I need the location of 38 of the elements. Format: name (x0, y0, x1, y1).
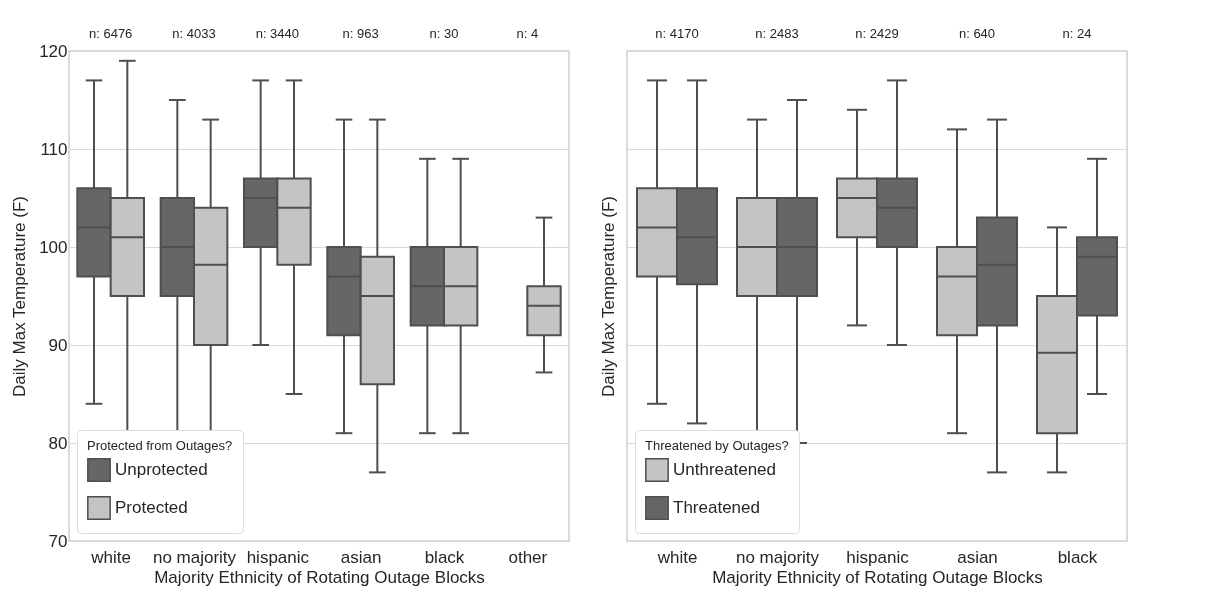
text: n: 30 (429, 26, 459, 41)
x-tick-label: black (424, 547, 465, 567)
legend-title: Protected from Outages? (87, 438, 233, 453)
x-axis-title: Majority Ethnicity of Rotating Outage Blocks (154, 567, 485, 587)
legend-label: Unthreatened (673, 460, 777, 479)
legend-label: Threatened (673, 498, 760, 517)
text: n: 3440 (255, 26, 300, 41)
y-axis-title: Daily Max Temperature (F) (598, 196, 618, 397)
y-tick-label: 90 (48, 335, 68, 355)
x-tick-label: asian (340, 547, 382, 567)
text: n: 2483 (755, 26, 799, 41)
x-tick-label: other (508, 547, 548, 567)
y-axis-title: Daily Max Temperature (F) (10, 196, 30, 397)
x-tick-label: asian (957, 547, 998, 567)
text: n: 4170 (655, 26, 699, 41)
y-tick-label: 120 (39, 41, 68, 61)
x-tick-label: white (90, 547, 132, 567)
text: n: 24 (1062, 26, 1092, 41)
x-tick-label: hispanic (246, 547, 310, 567)
text: n: 640 (958, 26, 996, 41)
x-tick-label: white (656, 547, 698, 567)
text: n: 4033 (172, 26, 216, 41)
x-tick-label: hispanic (846, 547, 910, 567)
text: n: 4 (516, 26, 539, 41)
y-tick-label: 80 (48, 433, 68, 453)
legend-label: Unprotected (115, 460, 208, 479)
x-axis-title: Majority Ethnicity of Rotating Outage Blocks (712, 567, 1043, 587)
text: n: 2429 (855, 26, 899, 41)
y-tick-label: 70 (48, 531, 68, 551)
x-tick-label: black (1057, 547, 1098, 567)
text: n: 963 (342, 26, 379, 41)
text: n: 6476 (88, 26, 133, 41)
legend-title: Threatened by Outages? (645, 438, 789, 453)
x-tick-label: no majority (152, 547, 237, 567)
y-tick-label: 100 (39, 237, 68, 257)
legend-label: Protected (115, 498, 188, 517)
x-tick-label: no majority (735, 547, 820, 567)
y-tick-label: 110 (40, 139, 68, 159)
